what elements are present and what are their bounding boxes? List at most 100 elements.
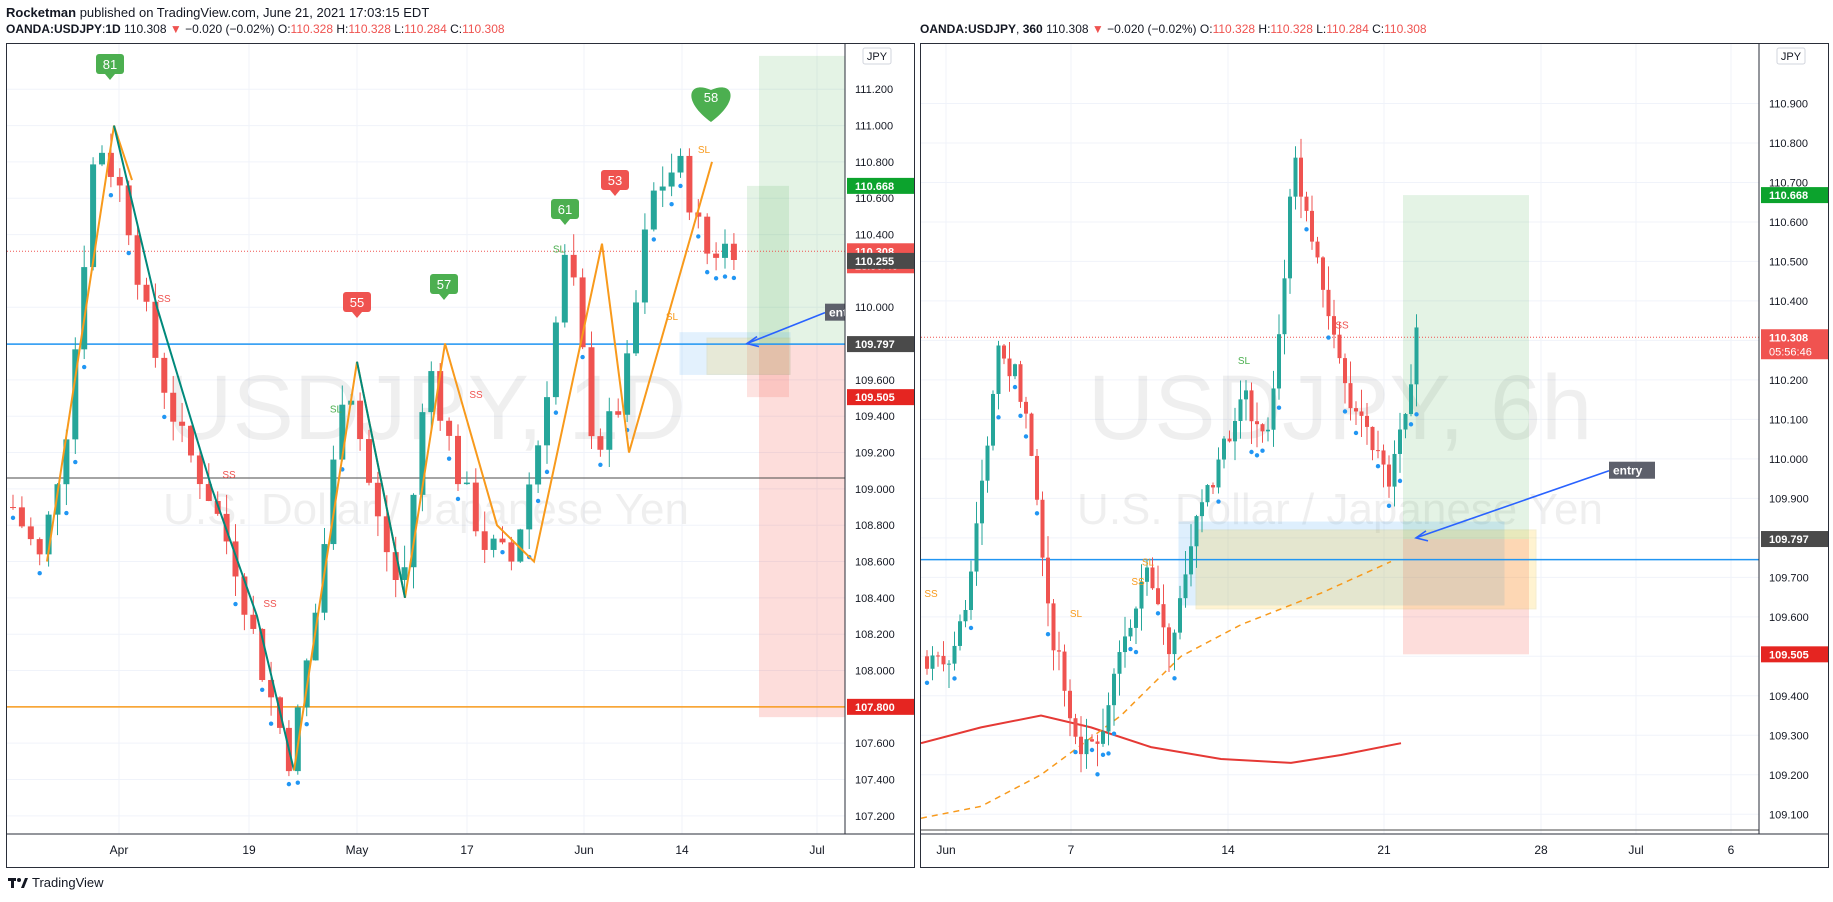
tradingview-logo-icon — [8, 877, 28, 888]
entry-box — [679, 332, 791, 375]
badge-bg — [96, 54, 124, 74]
right-c: 110.308 — [1384, 22, 1427, 36]
candle-body — [241, 576, 248, 615]
flag-badge: 81 — [96, 54, 124, 80]
right-chart-panel[interactable]: USDJPY, 6h U.S. Dollar / Japanese Yen SS SL… — [920, 43, 1829, 868]
left-chart-panel[interactable]: USDJPY, 1D U.S. Dollar / Japanese Yen SS SS… — [6, 43, 915, 868]
candle-body — [1238, 399, 1243, 421]
candle-body — [1271, 388, 1276, 430]
candle-body — [1172, 632, 1177, 655]
candle-body — [526, 484, 533, 530]
candle-body — [1189, 546, 1193, 575]
left-last: 110.308 — [124, 22, 167, 36]
price-label-bg — [847, 698, 914, 715]
x-tick-label: Jul — [1628, 843, 1643, 857]
y-tick-label: 111.200 — [855, 84, 893, 96]
x-tick-label: 7 — [1068, 843, 1075, 857]
candle-body — [1013, 364, 1017, 377]
candle-body — [1161, 604, 1166, 628]
signal-dot — [1216, 499, 1221, 504]
candle-body — [641, 229, 648, 303]
signal-dot — [126, 250, 131, 256]
candle-body — [1106, 705, 1111, 732]
signal-dot — [162, 414, 167, 420]
candle-body — [980, 480, 984, 524]
candle-body — [410, 494, 417, 568]
right-h: 110.328 — [1270, 22, 1313, 36]
price-label: 110.255 — [847, 252, 914, 269]
signal-dot — [1342, 409, 1348, 414]
right-interval: 360 — [1022, 22, 1043, 36]
y-tick-label: 110.800 — [1769, 138, 1808, 150]
candle-body — [1398, 429, 1402, 454]
y-tick-label: 110.800 — [855, 157, 894, 169]
grid — [921, 44, 1759, 834]
x-tick-label: Jul — [809, 843, 824, 857]
candle-body — [1403, 414, 1408, 430]
x-tick-label: 14 — [675, 843, 689, 857]
y-tick-label: 110.100 — [1769, 414, 1808, 426]
right-o-label: O: — [1199, 22, 1213, 36]
signal-dot — [233, 601, 238, 607]
candle-body — [1266, 429, 1270, 432]
published-text: published on TradingView.com, June 21, 2… — [79, 5, 430, 20]
right-chart-svg[interactable]: USDJPY, 6h U.S. Dollar / Japanese Yen SS SL… — [921, 44, 1829, 868]
y-tick-label: 111.000 — [855, 121, 893, 133]
candle-body — [963, 609, 968, 622]
signal-dot — [1106, 751, 1111, 756]
badge-pointer — [560, 219, 570, 225]
x-tick-label: Jun — [574, 843, 593, 857]
y-tick-label: 110.000 — [1769, 454, 1808, 466]
price-label-text: 110.308 — [1769, 332, 1808, 344]
badge-bg — [601, 170, 629, 190]
stop-loss-zone — [759, 344, 845, 718]
signal-dot — [295, 780, 300, 785]
signal-dot — [722, 274, 728, 279]
x-tick-label: 28 — [1534, 843, 1548, 857]
price-axis-bg — [1759, 44, 1828, 867]
candle-body — [936, 655, 940, 657]
entry-box — [1195, 529, 1537, 610]
signal-dot — [1386, 503, 1392, 509]
entry-arrow — [1415, 469, 1610, 539]
badge-label: 61 — [558, 202, 572, 217]
left-chart-svg[interactable]: USDJPY, 1DU.S. Dollar / Japanese YenSSSS… — [7, 44, 915, 868]
signal-dot — [108, 193, 114, 198]
y-tick-label: 109.200 — [1769, 770, 1809, 782]
candle-body — [552, 322, 559, 398]
candle-body — [985, 445, 990, 481]
tradingview-footer[interactable]: TradingView — [8, 875, 104, 890]
candle-body — [196, 455, 203, 485]
y-tick-label: 110.600 — [855, 193, 894, 205]
candle-body — [1244, 390, 1248, 400]
badge-pointer — [105, 74, 115, 80]
currency-label: JPY — [867, 51, 888, 63]
y-tick-label: 109.700 — [1769, 572, 1809, 584]
inner-sl-zone — [747, 344, 789, 398]
candle-body — [18, 507, 25, 527]
author-name[interactable]: Rocketman — [6, 5, 77, 20]
candle-body — [947, 663, 951, 665]
candle-body — [1156, 588, 1160, 605]
y-tick-label: 109.400 — [855, 411, 895, 423]
x-tick-label: May — [346, 843, 369, 857]
y-tick-label: 108.200 — [855, 629, 895, 641]
candle-body — [1343, 358, 1347, 384]
left-c: 110.308 — [462, 22, 505, 36]
candle-body — [1062, 651, 1067, 691]
footer-brand: TradingView — [32, 875, 104, 890]
candle-body — [188, 425, 194, 456]
flag-badge: 55 — [343, 292, 371, 318]
signal-dot — [996, 415, 1001, 420]
entry-arrowhead — [745, 335, 760, 348]
candle-body — [1310, 210, 1314, 242]
signal-dot — [500, 550, 505, 555]
candle-body — [1370, 426, 1375, 451]
candle-body — [1128, 627, 1133, 637]
candle-body — [339, 404, 346, 460]
signal-dot — [1111, 731, 1117, 736]
candle-body — [1348, 383, 1353, 409]
x-tick-label: 14 — [1221, 843, 1235, 857]
signal-dot — [553, 410, 559, 415]
signal-dot — [669, 201, 674, 207]
